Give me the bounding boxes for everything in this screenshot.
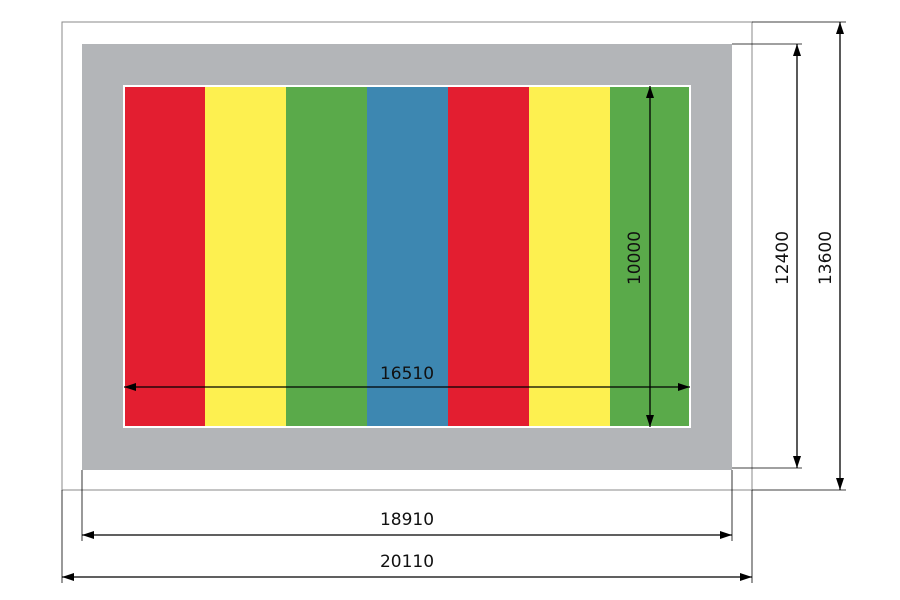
dimension-label: 13600 xyxy=(816,231,836,285)
stripe xyxy=(448,86,529,427)
dimension-label: 16510 xyxy=(380,364,434,384)
dimension-label: 10000 xyxy=(625,231,645,285)
stripe xyxy=(367,86,448,427)
stripe xyxy=(529,86,610,427)
stripe xyxy=(205,86,286,427)
stripe xyxy=(124,86,205,427)
court-stripes xyxy=(123,85,691,428)
stripe xyxy=(286,86,367,427)
court-border xyxy=(123,85,691,428)
dimension-label: 20110 xyxy=(380,552,434,572)
dimension-label: 12400 xyxy=(773,231,793,285)
dimension-label: 18910 xyxy=(380,510,434,530)
